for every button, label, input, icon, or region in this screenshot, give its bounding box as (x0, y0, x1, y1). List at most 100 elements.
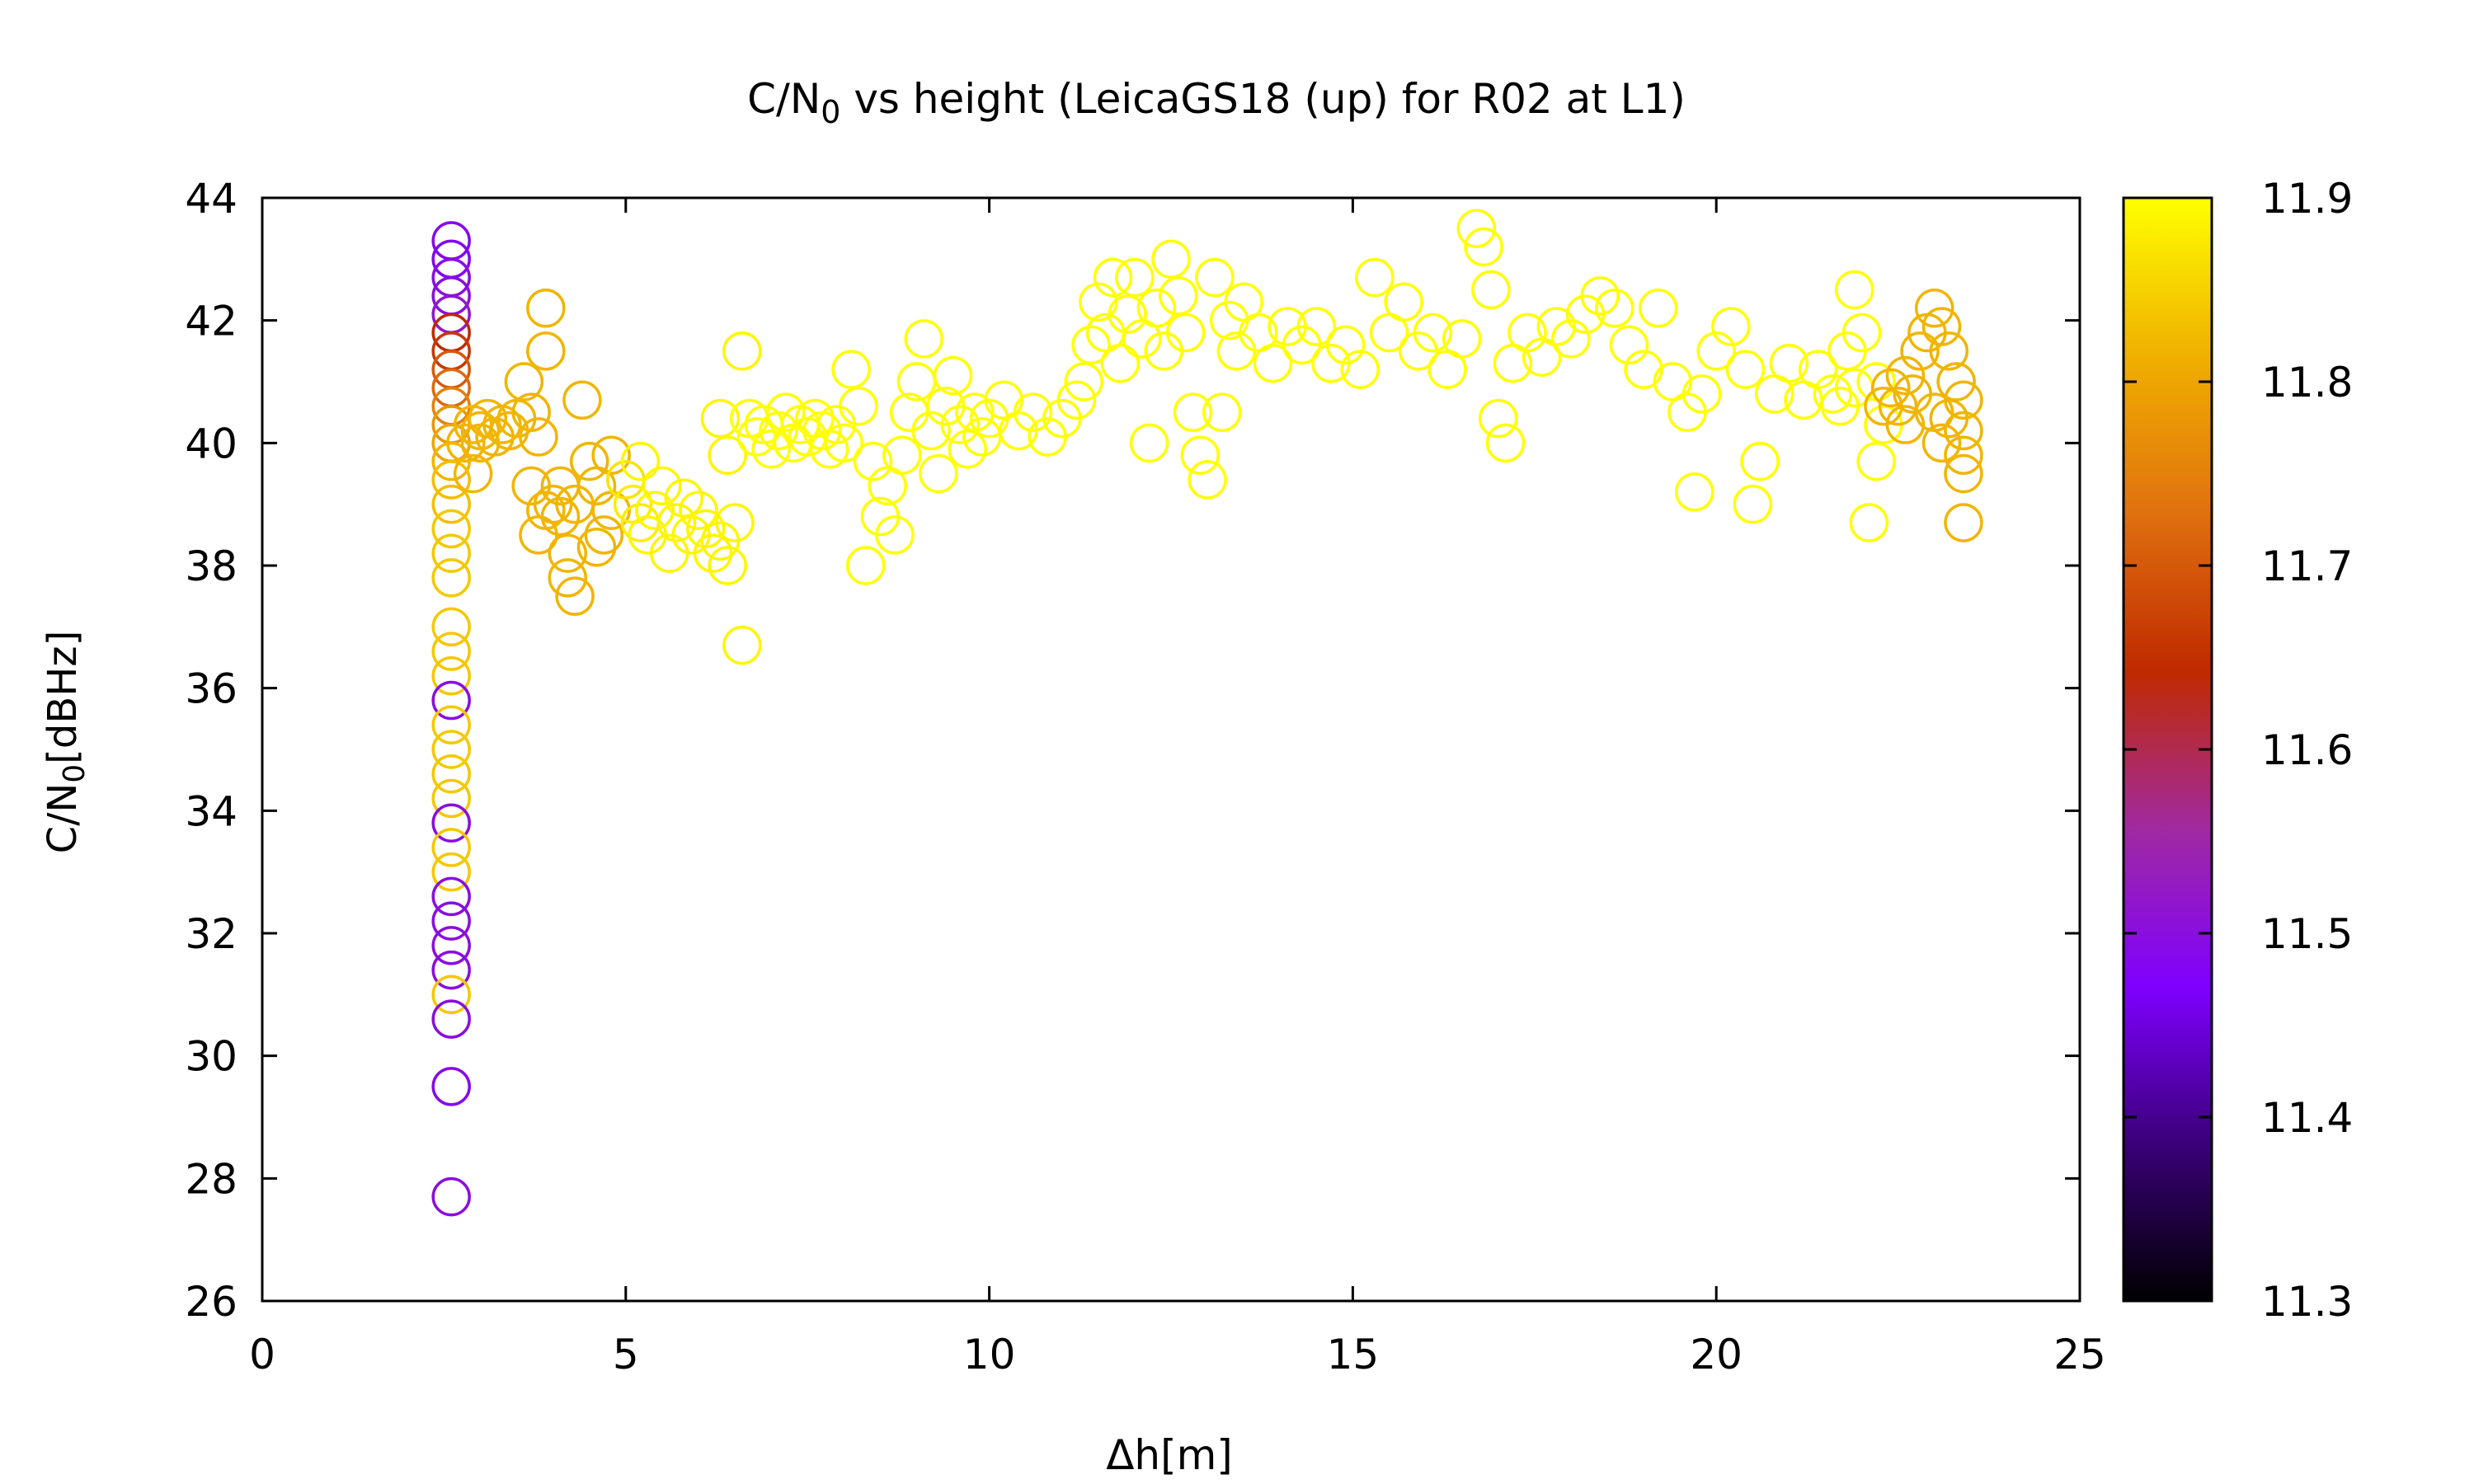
data-point (1202, 392, 1242, 432)
colorbar-tick-label: 11.8 (2261, 359, 2353, 406)
data-point (1900, 331, 1940, 371)
data-point (722, 331, 762, 371)
data-point (431, 607, 471, 647)
data-point (1464, 227, 1503, 267)
data-point (940, 405, 981, 444)
data-point (1325, 325, 1366, 365)
data-point (526, 331, 566, 371)
data-point (1195, 257, 1235, 298)
data-point (1929, 398, 1969, 439)
data-point (948, 430, 987, 469)
data-point (1507, 312, 1547, 353)
data-point (845, 546, 886, 585)
data-point (831, 350, 871, 389)
data-point (431, 999, 471, 1039)
y-tick-label: 36 (185, 665, 238, 713)
data-point (431, 754, 471, 794)
data-point (555, 576, 595, 616)
ylabel-rest: [dBHz] (40, 631, 86, 764)
data-point (1108, 294, 1147, 334)
plot-frame (261, 196, 2081, 1303)
data-point (759, 411, 798, 451)
y-tick-label: 28 (185, 1155, 238, 1203)
data-point (642, 466, 682, 506)
colorbar-tick-label: 11.4 (2261, 1094, 2353, 1142)
data-point (1921, 423, 1962, 463)
data-point (693, 533, 733, 573)
data-point (1064, 362, 1103, 402)
data-point (584, 515, 624, 555)
data-point (431, 558, 471, 598)
data-point (1093, 257, 1133, 298)
data-point (1478, 398, 1518, 439)
data-point (548, 558, 588, 598)
x-tick-label: 0 (249, 1331, 275, 1378)
data-point (431, 509, 471, 549)
colorbar-tick-label: 11.5 (2261, 910, 2353, 958)
data-point (1165, 312, 1206, 353)
data-point (708, 546, 747, 585)
data-point (1413, 312, 1453, 353)
data-point (1129, 423, 1169, 463)
colorbar-tick-label: 11.3 (2261, 1278, 2353, 1326)
data-point (1079, 282, 1118, 322)
data-point (460, 423, 501, 463)
x-tick-label: 25 (2053, 1331, 2106, 1378)
data-point (504, 362, 544, 402)
data-point (1485, 423, 1526, 463)
data-point (1296, 307, 1337, 346)
x-axis-label: Δh[m] (1106, 1431, 1233, 1479)
data-point (1442, 319, 1482, 359)
data-point (548, 533, 588, 573)
data-point (664, 478, 704, 518)
data-point (1188, 460, 1227, 500)
data-point (904, 319, 944, 359)
data-point (1159, 276, 1198, 316)
data-point (453, 453, 493, 494)
data-point (882, 435, 922, 475)
data-point (591, 435, 631, 475)
data-point (766, 392, 806, 432)
chart-title-text: C/N0 vs height (LeicaGS18 (up) for R02 a… (747, 75, 1686, 130)
data-point (1115, 257, 1155, 298)
y-tick-label: 40 (185, 420, 238, 467)
data-point (1675, 472, 1714, 512)
data-point (722, 625, 762, 665)
y-tick-label: 30 (185, 1033, 238, 1081)
y-tick-label: 38 (185, 542, 238, 590)
data-point (1340, 350, 1380, 389)
data-point (431, 1067, 471, 1106)
x-tick-label: 15 (1327, 1331, 1380, 1378)
chart-title: C/N0 vs height (LeicaGS18 (up) for R02 a… (747, 75, 1686, 130)
data-point (911, 411, 951, 451)
data-point (526, 289, 566, 328)
data-point (431, 533, 471, 573)
data-point (1384, 282, 1423, 322)
data-point (839, 386, 878, 426)
colorbar-ticks: 11.3 11.4 11.5 11.6 11.7 11.8 11.9 (2124, 175, 2353, 1326)
data-point (1733, 484, 1773, 524)
data-point (1944, 411, 1983, 451)
data-point (679, 491, 718, 530)
y-tick-label: 42 (185, 298, 238, 345)
data-point (919, 453, 958, 494)
data-point (1856, 441, 1896, 481)
data-point (1056, 380, 1097, 420)
data-point (431, 632, 471, 671)
data-point (1711, 307, 1751, 346)
y-tick-label: 34 (185, 787, 238, 835)
data-point (1929, 331, 1969, 371)
data-point (700, 398, 741, 439)
data-point (1921, 307, 1962, 346)
data-point (431, 803, 471, 843)
colorbar (2122, 196, 2213, 1303)
y-tick-label: 32 (185, 910, 238, 958)
data-point (431, 926, 471, 965)
data-point (431, 680, 471, 721)
y-tick-label: 44 (185, 175, 238, 223)
data-point (431, 705, 471, 745)
x-tick-label: 20 (1690, 1331, 1743, 1378)
data-point (431, 484, 471, 524)
x-tick-label: 5 (613, 1331, 639, 1378)
